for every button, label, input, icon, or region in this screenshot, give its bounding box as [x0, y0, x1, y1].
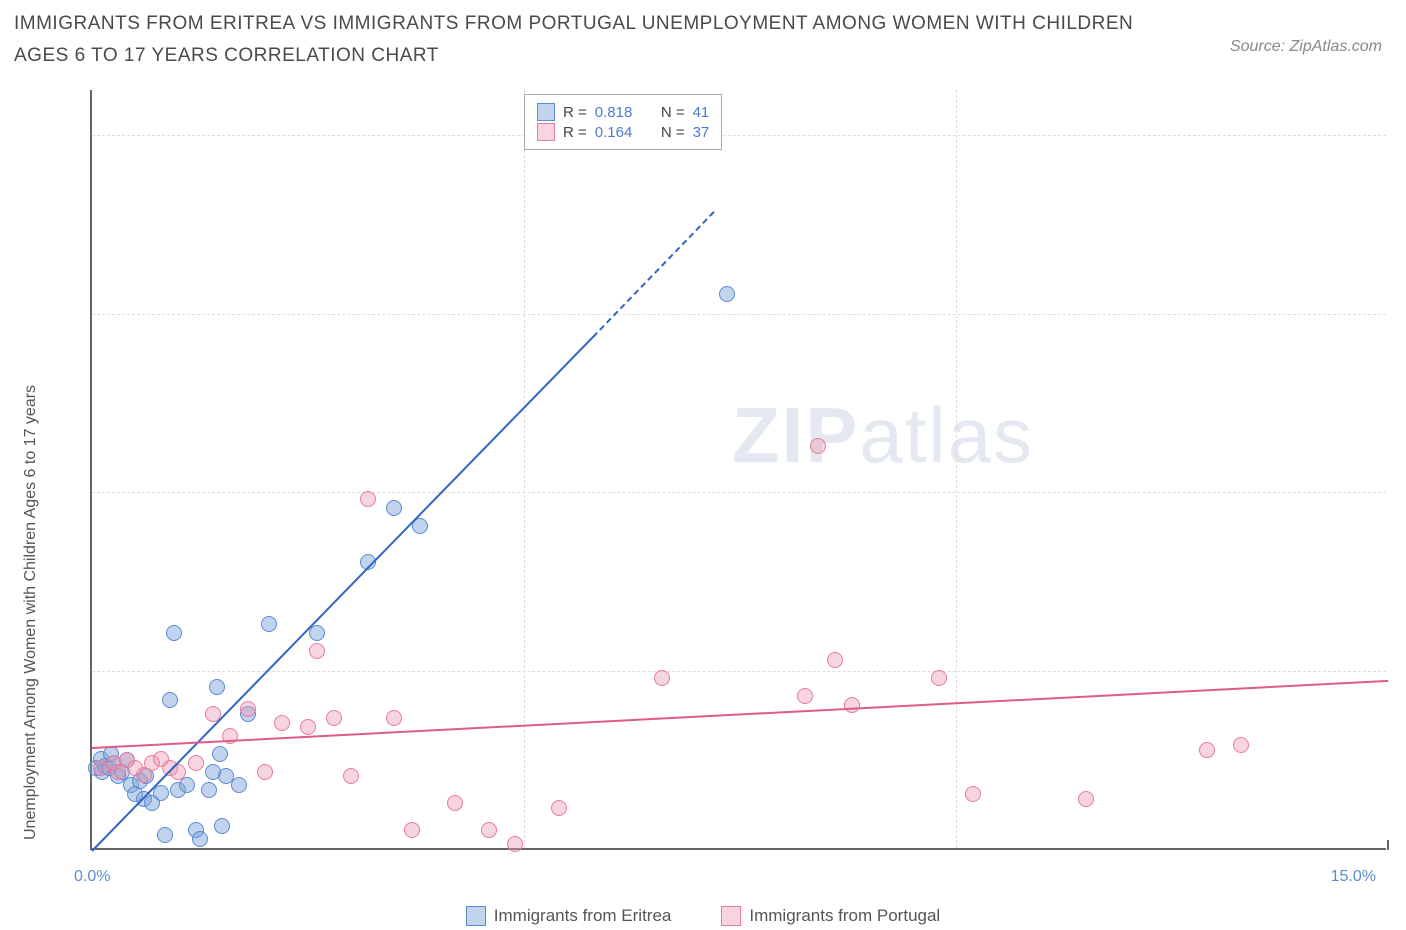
legend-label-portugal: Immigrants from Portugal: [749, 906, 940, 926]
data-point-portugal: [827, 652, 843, 668]
r-label: R =: [563, 124, 587, 141]
x-tick-0: 0.0%: [74, 868, 110, 886]
data-point-portugal: [309, 643, 325, 659]
data-point-portugal: [300, 719, 316, 735]
y-tick-label: 40.0%: [1396, 483, 1406, 501]
gridline-v: [956, 90, 957, 848]
trend-line: [92, 680, 1388, 749]
data-point-portugal: [844, 697, 860, 713]
data-point-portugal: [274, 715, 290, 731]
data-point-eritrea: [201, 782, 217, 798]
legend-label-eritrea: Immigrants from Eritrea: [494, 906, 672, 926]
data-point-portugal: [1199, 742, 1215, 758]
data-point-portugal: [1233, 737, 1249, 753]
gridline-v: [524, 90, 525, 848]
corr-swatch: [537, 123, 555, 141]
corr-row-eritrea: R = 0.818 N = 41: [537, 103, 709, 121]
data-point-eritrea: [309, 625, 325, 641]
data-point-eritrea: [214, 818, 230, 834]
n-label: N =: [661, 124, 685, 141]
data-point-portugal: [343, 768, 359, 784]
r-value: 0.818: [595, 104, 633, 121]
data-point-eritrea: [212, 746, 228, 762]
data-point-portugal: [404, 822, 420, 838]
watermark-atlas: atlas: [859, 391, 1034, 479]
data-point-portugal: [188, 755, 204, 771]
data-point-portugal: [360, 491, 376, 507]
gridline-h: [92, 135, 1386, 136]
data-point-portugal: [447, 795, 463, 811]
data-point-eritrea: [209, 679, 225, 695]
data-point-eritrea: [192, 831, 208, 847]
n-value: 41: [693, 104, 710, 121]
data-point-portugal: [507, 836, 523, 852]
y-tick-label: 20.0%: [1396, 662, 1406, 680]
n-value: 37: [693, 124, 710, 141]
data-point-eritrea: [166, 625, 182, 641]
data-point-eritrea: [157, 827, 173, 843]
data-point-portugal: [481, 822, 497, 838]
plot-region: ZIPatlas 20.0%40.0%60.0%80.0%R = 0.818 N…: [90, 90, 1386, 850]
data-point-eritrea: [719, 286, 735, 302]
gridline-h: [92, 492, 1386, 493]
legend-item-eritrea: Immigrants from Eritrea: [466, 906, 672, 926]
data-point-portugal: [654, 670, 670, 686]
y-axis-title: Unemployment Among Women with Children A…: [22, 385, 40, 840]
x-tick-15: 15.0%: [1331, 868, 1376, 886]
y-tick-label: 80.0%: [1396, 126, 1406, 144]
data-point-portugal: [551, 800, 567, 816]
source-attribution: Source: ZipAtlas.com: [1230, 38, 1382, 56]
correlation-legend: R = 0.818 N = 41R = 0.164 N = 37: [524, 94, 722, 150]
watermark-zip: ZIP: [732, 391, 859, 479]
legend-swatch-eritrea: [466, 906, 486, 926]
trend-line-dashed: [592, 211, 714, 338]
corr-swatch: [537, 103, 555, 121]
data-point-portugal: [810, 438, 826, 454]
data-point-portugal: [240, 701, 256, 717]
data-point-eritrea: [179, 777, 195, 793]
r-label: R =: [563, 104, 587, 121]
gridline-h: [92, 671, 1386, 672]
data-point-portugal: [326, 710, 342, 726]
chart-title: IMMIGRANTS FROM ERITREA VS IMMIGRANTS FR…: [14, 8, 1134, 73]
legend-swatch-portugal: [721, 906, 741, 926]
data-point-eritrea: [261, 616, 277, 632]
data-point-eritrea: [231, 777, 247, 793]
data-point-portugal: [386, 710, 402, 726]
gridline-h: [92, 314, 1386, 315]
data-point-portugal: [931, 670, 947, 686]
r-value: 0.164: [595, 124, 633, 141]
data-point-portugal: [965, 786, 981, 802]
legend-item-portugal: Immigrants from Portugal: [721, 906, 940, 926]
corr-row-portugal: R = 0.164 N = 37: [537, 123, 709, 141]
x-axis-end-tick: [1387, 840, 1389, 850]
data-point-eritrea: [386, 500, 402, 516]
chart-area: Unemployment Among Women with Children A…: [60, 90, 1386, 880]
data-point-portugal: [797, 688, 813, 704]
watermark: ZIPatlas: [732, 390, 1034, 481]
data-point-eritrea: [162, 692, 178, 708]
data-point-portugal: [257, 764, 273, 780]
y-tick-label: 60.0%: [1396, 305, 1406, 323]
data-point-portugal: [1078, 791, 1094, 807]
n-label: N =: [661, 104, 685, 121]
bottom-legend: Immigrants from Eritrea Immigrants from …: [0, 906, 1406, 926]
